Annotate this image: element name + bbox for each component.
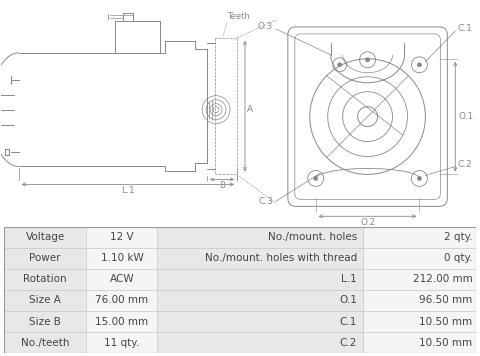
Text: No./mount. holes: No./mount. holes [268,232,357,242]
Circle shape [418,177,421,180]
Text: 0 qty.: 0 qty. [444,253,472,263]
Text: No./teeth: No./teeth [21,337,70,347]
FancyBboxPatch shape [4,269,86,290]
Text: 15.00 mm: 15.00 mm [96,316,148,326]
Text: Size B: Size B [29,316,61,326]
FancyBboxPatch shape [86,290,157,311]
FancyBboxPatch shape [363,227,476,248]
Text: O.1: O.1 [339,295,357,305]
FancyBboxPatch shape [86,227,157,248]
Text: C.3: C.3 [258,197,273,206]
FancyBboxPatch shape [4,227,86,248]
Text: C.1: C.1 [457,25,472,33]
FancyBboxPatch shape [363,248,476,269]
Circle shape [418,63,421,67]
Text: O.1: O.1 [458,112,474,121]
Text: 2 qty.: 2 qty. [444,232,472,242]
FancyBboxPatch shape [86,332,157,353]
FancyBboxPatch shape [4,248,86,269]
Text: ACW: ACW [109,274,134,284]
Text: 12 V: 12 V [110,232,134,242]
Text: L.1: L.1 [121,187,135,195]
Text: 11 qty.: 11 qty. [104,337,140,347]
FancyBboxPatch shape [157,248,363,269]
Text: A: A [247,105,253,114]
Text: C.2: C.2 [457,160,472,169]
Text: Power: Power [29,253,61,263]
Text: 76.00 mm: 76.00 mm [96,295,148,305]
Text: Teeth: Teeth [227,12,250,21]
FancyBboxPatch shape [157,269,363,290]
FancyBboxPatch shape [4,311,86,332]
FancyBboxPatch shape [86,311,157,332]
FancyBboxPatch shape [86,248,157,269]
FancyBboxPatch shape [157,290,363,311]
FancyBboxPatch shape [157,311,363,332]
FancyBboxPatch shape [157,332,363,353]
FancyBboxPatch shape [4,332,86,353]
Text: B: B [219,182,225,190]
FancyBboxPatch shape [363,290,476,311]
Circle shape [314,177,318,180]
FancyBboxPatch shape [4,290,86,311]
Text: 1.10 kW: 1.10 kW [100,253,144,263]
Text: 96.50 mm: 96.50 mm [419,295,472,305]
Text: O.3: O.3 [258,22,273,31]
FancyBboxPatch shape [86,269,157,290]
Circle shape [366,58,370,62]
FancyBboxPatch shape [363,269,476,290]
Text: C.2: C.2 [340,337,357,347]
Text: No./mount. holes with thread: No./mount. holes with thread [205,253,357,263]
Text: O.2: O.2 [360,218,375,227]
Text: C.1: C.1 [340,316,357,326]
FancyBboxPatch shape [363,311,476,332]
Circle shape [338,63,342,67]
Text: Size A: Size A [29,295,61,305]
Text: 10.50 mm: 10.50 mm [419,337,472,347]
FancyBboxPatch shape [157,227,363,248]
Text: Rotation: Rotation [24,274,67,284]
FancyBboxPatch shape [363,332,476,353]
Text: 10.50 mm: 10.50 mm [419,316,472,326]
Text: L.1: L.1 [341,274,357,284]
Text: Voltage: Voltage [25,232,65,242]
Text: 212.00 mm: 212.00 mm [413,274,472,284]
